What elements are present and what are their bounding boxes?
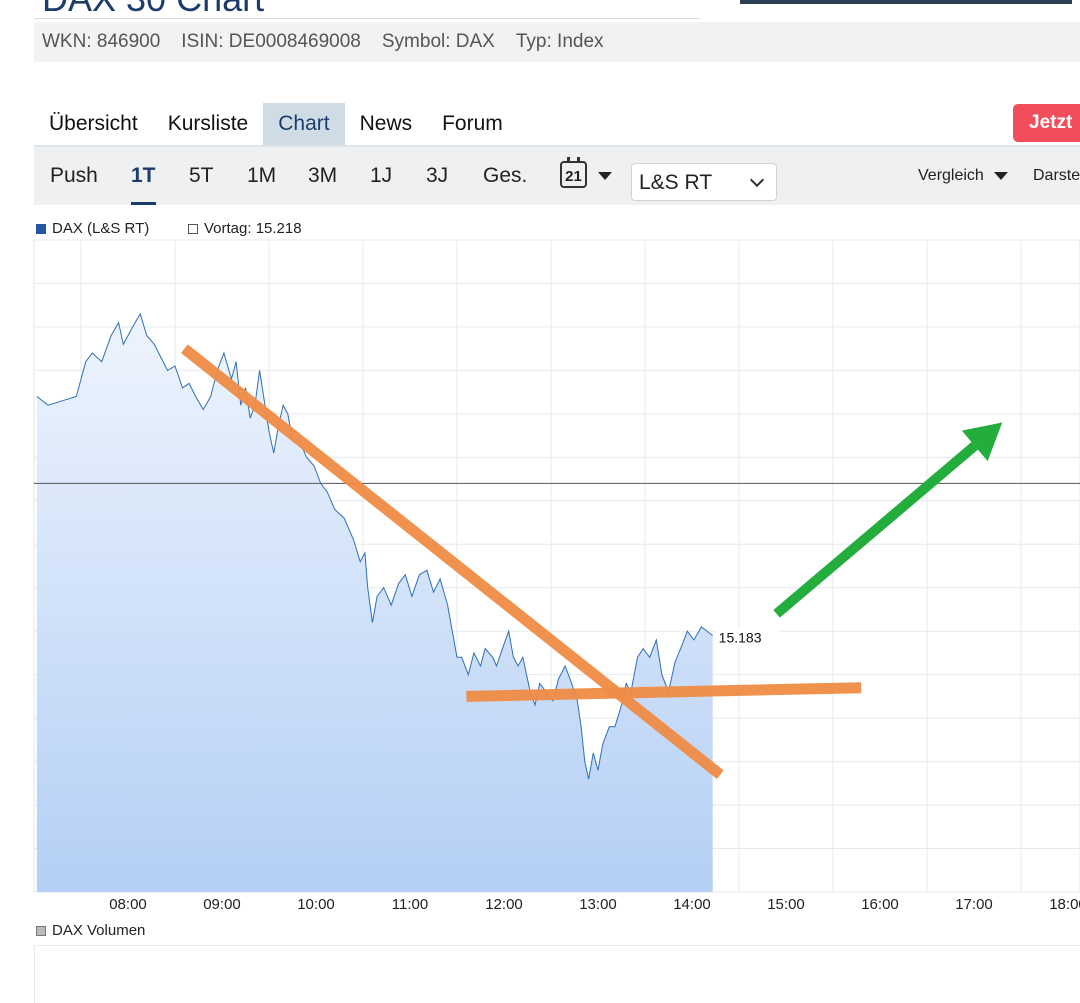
price-line (36, 312, 714, 780)
legend-label-volume: DAX Volumen (52, 922, 146, 939)
page-title: DAX 30 Chart (42, 0, 264, 20)
tab-kursliste[interactable]: Kursliste (167, 112, 249, 135)
tab-news[interactable]: News (359, 112, 413, 135)
x-tick-label: 12:00 (485, 896, 523, 913)
title-divider (34, 18, 700, 19)
tab-forum[interactable]: Forum (442, 112, 503, 135)
x-tick-label: 09:00 (203, 896, 241, 913)
range-3j[interactable]: 3J (426, 164, 449, 187)
legend-swatch-volume (36, 925, 46, 936)
x-tick-label: 14:00 (673, 896, 711, 913)
legend-label-dax: DAX (L&S RT) (52, 220, 150, 237)
range-5t[interactable]: 5T (189, 164, 214, 187)
annotation-arrow-head (961, 422, 1003, 462)
annotations (180, 344, 1003, 779)
x-tick-label: 18:00 (1049, 896, 1080, 913)
type-label: Typ: Index (515, 31, 604, 52)
range-gesamt[interactable]: Ges. (483, 164, 528, 187)
x-tick-label: 13:00 (579, 896, 617, 913)
jetzt-button[interactable]: Jetzt (1013, 104, 1080, 142)
legend-vortag: Vortag: 15.218 (188, 220, 302, 237)
exchange-select-value: L&S RT (639, 171, 713, 194)
x-axis-ticks: 08:00 09:00 10:00 11:00 12:00 13:00 14:00 15:00… (109, 896, 1080, 913)
last-value-label: 15.183 (716, 628, 779, 647)
legend-swatch-dax (36, 223, 46, 234)
symbol-label: Symbol: DAX (381, 31, 495, 52)
range-3m[interactable]: 3M (308, 164, 338, 187)
x-tick-label: 11:00 (392, 896, 428, 913)
wkn-label: WKN: 846900 (42, 31, 161, 52)
legend-swatch-vortag (188, 223, 198, 234)
main-tabs: Übersicht Kursliste Chart News Forum (34, 103, 518, 157)
legend-dax: DAX (L&S RT) (36, 220, 149, 237)
annotation-trendline-0 (180, 344, 724, 779)
calendar-dropdown-caret-icon[interactable] (598, 172, 612, 180)
volume-panel (34, 945, 1080, 1003)
last-value-label-bg (716, 628, 779, 647)
x-tick-label: 10:00 (297, 896, 335, 913)
legend-label-vortag: Vortag: 15.218 (204, 220, 302, 237)
x-tick-label: 15:00 (767, 896, 805, 913)
range-1m[interactable]: 1M (247, 164, 277, 187)
isin-label: ISIN: DE0008469008 (181, 31, 361, 52)
price-area (36, 313, 713, 892)
chart-toolbar: Push 1T 5T 1M 3M 1J 3J Ges. 21 L&S RT Ve… (34, 145, 1080, 205)
vergleich-dropdown[interactable]: Vergleich (918, 167, 984, 184)
x-tick-label: 08:00 (109, 896, 147, 913)
range-push[interactable]: Push (50, 164, 98, 187)
instrument-info-row: WKN: 846900 ISIN: DE0008469008 Symbol: D… (34, 22, 1080, 62)
exchange-select[interactable]: L&S RT (631, 163, 777, 201)
tab-chart[interactable]: Chart (263, 103, 345, 157)
darstellung-dropdown[interactable]: Darste (1033, 167, 1080, 184)
x-tick-label: 17:00 (955, 896, 993, 913)
tab-uebersicht[interactable]: Übersicht (49, 112, 138, 135)
range-1t[interactable]: 1T (131, 147, 156, 205)
annotation-trendline-1 (466, 682, 862, 702)
calendar-icon[interactable]: 21 (560, 157, 587, 188)
last-value-text: 15.183 (719, 630, 762, 646)
legend-volume: DAX Volumen (36, 922, 145, 939)
search-bar-edge[interactable] (740, 0, 1072, 4)
x-tick-label: 16:00 (861, 896, 899, 913)
vergleich-caret-icon[interactable] (994, 172, 1008, 180)
range-1j[interactable]: 1J (370, 164, 393, 187)
annotation-arrow-shaft (773, 442, 978, 618)
